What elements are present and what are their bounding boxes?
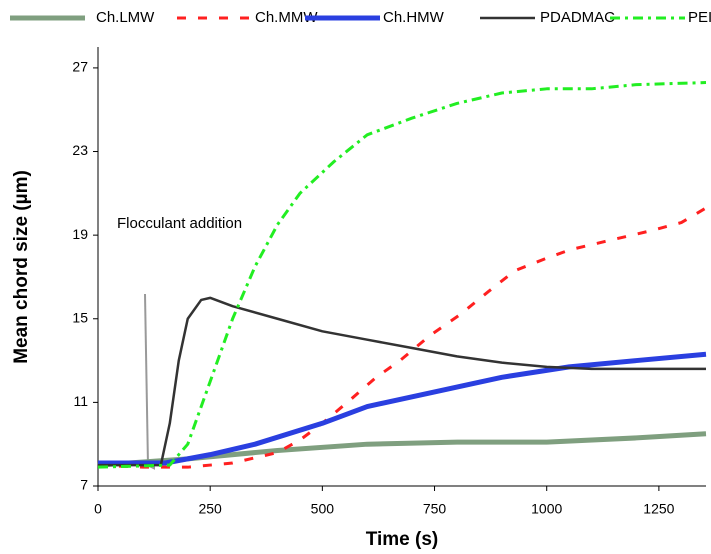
series-line [97,206,707,469]
annotation: Flocculant addition [117,215,242,232]
x-axis-title: Time (s) [366,529,439,550]
legend-label: PEI [688,9,711,26]
y-tick-label: 15 [72,309,88,325]
annotation-arrow [144,293,156,470]
y-tick-label: 7 [80,477,88,493]
x-tick-label: 1000 [531,501,562,517]
y-tick-label: 27 [72,59,88,75]
legend-label: Ch.HMW [383,9,445,26]
series-line [97,81,707,469]
y-axis-title: Mean chord size (µm) [11,170,32,364]
y-tick-label: 11 [73,393,88,409]
x-tick-label: 250 [198,501,222,517]
legend-label: Ch.LMW [96,9,155,26]
y-tick-label: 23 [72,142,88,158]
x-tick-label: 500 [311,501,335,517]
series-line [98,351,707,466]
legend-label: PDADMAC [540,9,615,26]
x-tick-label: 0 [94,501,102,517]
legend-label: Ch.MMW [255,9,318,26]
series-line [98,296,706,467]
x-tick-label: 750 [423,501,447,517]
x-tick-label: 1250 [643,501,674,517]
y-tick-label: 19 [72,226,88,242]
